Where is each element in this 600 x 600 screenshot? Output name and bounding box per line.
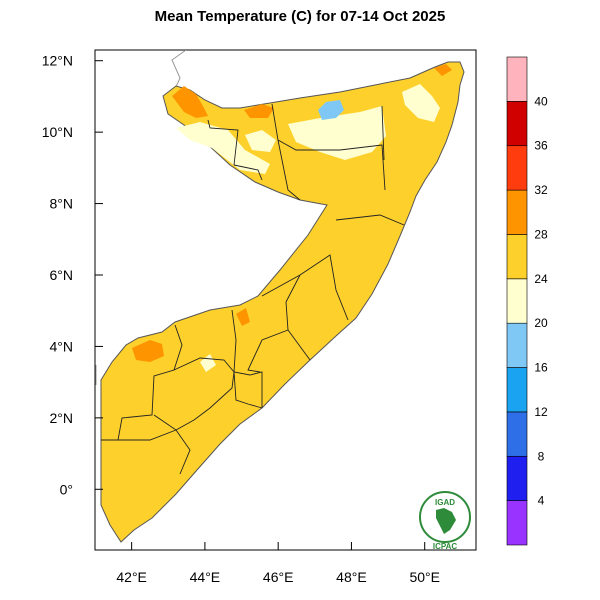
lon-tick-label-3: 48°E — [336, 569, 367, 585]
logo-top-text: IGAD — [435, 498, 455, 507]
zone-28-32-north — [244, 104, 274, 118]
zone-28-32-tip — [434, 64, 452, 76]
lon-tick-label-2: 46°E — [263, 569, 294, 585]
colorbar-bin-8 — [506, 145, 528, 191]
lat-tick-label-5: 2°N — [50, 410, 74, 426]
lat-tick-label-6: 0° — [60, 481, 73, 497]
zone-20-24-northeast — [402, 84, 440, 122]
colorbar-bin-2 — [506, 411, 528, 457]
colorbar-label-4: 20 — [534, 316, 548, 330]
colorbar-bin-4 — [506, 322, 528, 368]
colorbar-label-6: 28 — [534, 227, 548, 241]
longitude-axis: 42°E 44°E 46°E 48°E 50°E — [116, 542, 440, 585]
latitude-axis: 12°N 10°N 8°N 6°N 4°N 2°N 0° — [42, 53, 103, 497]
zone-20-24-northwest — [176, 122, 270, 174]
colorbar-label-8: 36 — [534, 139, 548, 153]
igad-icpac-logo: IGAD ICPAC — [419, 491, 471, 551]
region-boundaries — [101, 103, 405, 475]
colorbar: 4 8 12 16 20 24 28 32 36 40 — [506, 56, 548, 546]
colorbar-bin-7 — [506, 189, 528, 235]
lat-tick-label-1: 10°N — [42, 124, 73, 140]
zone-28-32-northwest — [172, 86, 208, 118]
zones-orange — [132, 64, 452, 362]
colorbar-label-9: 40 — [534, 94, 548, 108]
lon-tick-label-0: 42°E — [116, 569, 147, 585]
colorbar-bin-5 — [506, 278, 528, 324]
africa-icon — [436, 508, 456, 534]
lat-tick-label-0: 12°N — [42, 53, 73, 69]
lat-tick-label-3: 6°N — [50, 267, 74, 283]
lat-tick-label-2: 8°N — [50, 196, 74, 212]
zone-28-32-southwest — [132, 340, 164, 362]
colorbar-bin-10 — [506, 56, 528, 102]
colorbar-bin-0 — [506, 500, 528, 546]
somalia-region — [100, 61, 465, 543]
colorbar-label-1: 8 — [538, 449, 545, 463]
colorbar-label-2: 12 — [534, 405, 548, 419]
logo-bottom-text: ICPAC — [433, 542, 458, 551]
colorbar-bin-1 — [506, 455, 528, 501]
map-title: Mean Temperature (C) for 07-14 Oct 2025 — [154, 8, 446, 25]
zone-20-24-small — [245, 130, 276, 152]
colorbar-label-5: 24 — [534, 272, 548, 286]
lon-tick-label-4: 50°E — [409, 569, 440, 585]
colorbar-bin-6 — [506, 234, 528, 280]
zone-20-24-north-central — [288, 106, 386, 160]
colorbar-label-3: 16 — [534, 361, 548, 375]
zone-16-20-highland — [318, 100, 344, 120]
zones-light-yellow — [176, 84, 440, 372]
lon-tick-label-1: 44°E — [190, 569, 221, 585]
colorbar-label-7: 32 — [534, 183, 548, 197]
colorbar-label-0: 4 — [538, 494, 545, 508]
colorbar-bin-3 — [506, 367, 528, 413]
zone-28-32-central — [236, 308, 250, 326]
lat-tick-label-4: 4°N — [50, 338, 74, 354]
colorbar-bin-9 — [506, 101, 528, 147]
zone-20-24-south — [200, 354, 216, 372]
